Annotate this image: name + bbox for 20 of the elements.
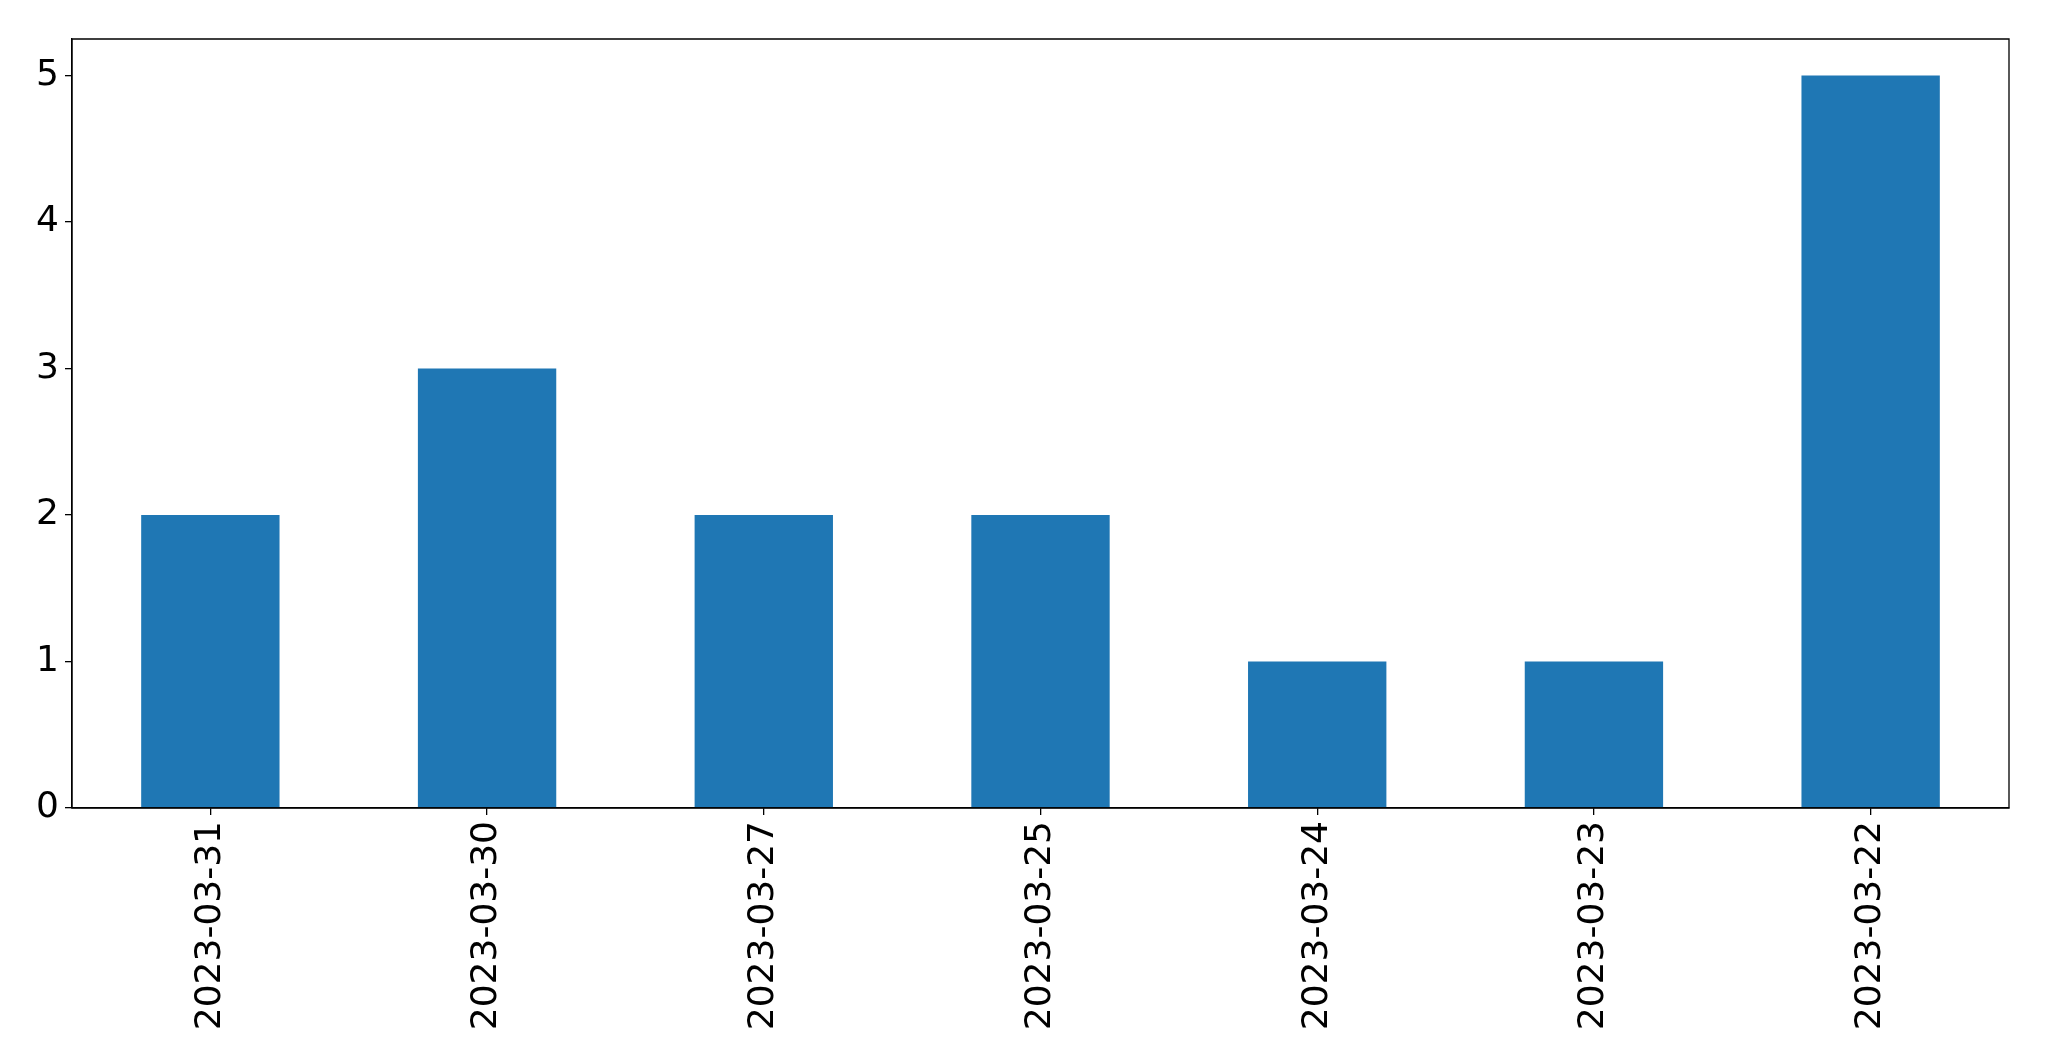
y-tick-label: 2 <box>36 491 59 533</box>
bar <box>1801 75 1940 808</box>
bar <box>1524 661 1664 808</box>
y-tick-label: 3 <box>36 344 59 386</box>
y-tick-label: 5 <box>36 51 59 93</box>
x-tick-label: 2023-03-31 <box>186 821 228 1031</box>
x-tick-label: 2023-03-22 <box>1847 821 1888 1031</box>
y-tick-label: 1 <box>36 637 59 679</box>
x-tick-label: 2023-03-25 <box>1016 821 1058 1031</box>
y-tick-label: 0 <box>36 784 59 826</box>
x-tick-label: 2023-03-23 <box>1570 821 1612 1031</box>
bar <box>694 515 833 808</box>
bar <box>1248 661 1387 808</box>
x-tick-label: 2023-03-24 <box>1293 821 1335 1031</box>
y-tick-label: 4 <box>36 198 59 240</box>
x-tick-label: 2023-03-27 <box>740 821 782 1031</box>
bar <box>141 515 280 808</box>
bar <box>417 368 557 808</box>
x-tick-label: 2023-03-30 <box>463 821 505 1031</box>
bar <box>971 515 1110 808</box>
